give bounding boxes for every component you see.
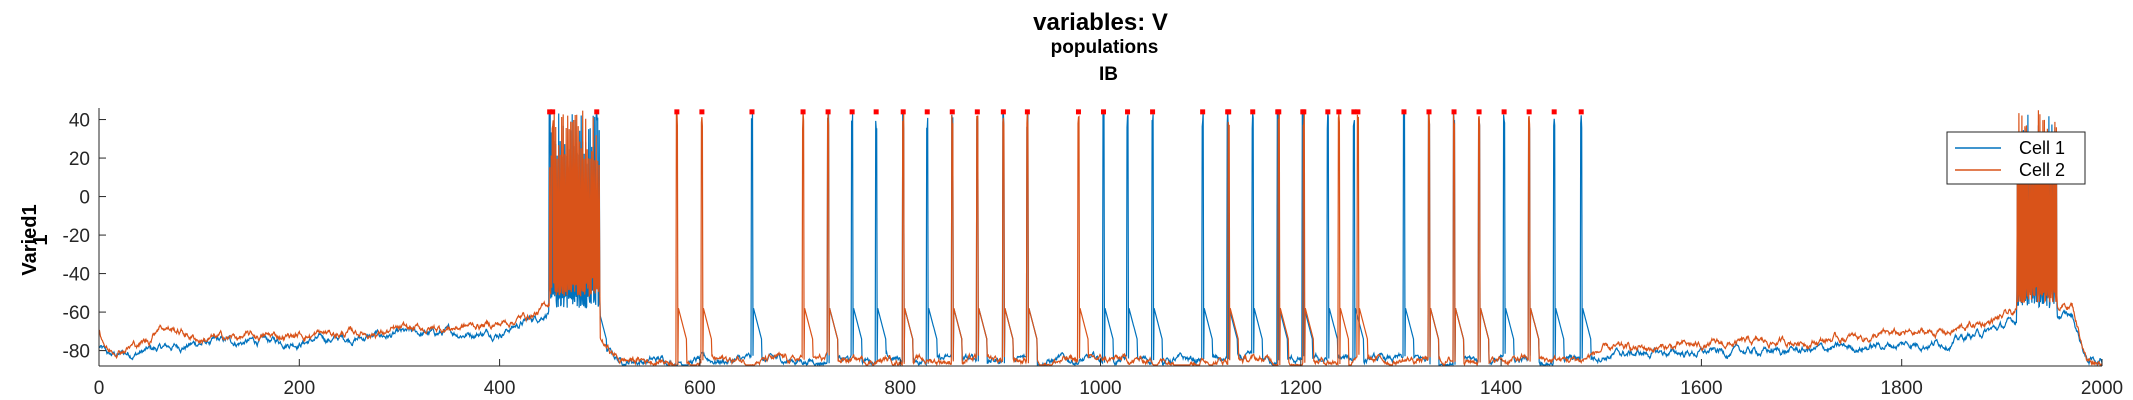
- y-tick-label: 20: [69, 149, 90, 170]
- spike-marker: [974, 109, 980, 115]
- y-tick-label: -80: [63, 342, 90, 363]
- spike-marker: [1200, 109, 1206, 115]
- spike-marker: [1024, 109, 1030, 115]
- spike-marker: [699, 109, 705, 115]
- spike-marker: [800, 109, 806, 115]
- spike-marker: [1401, 109, 1407, 115]
- spike-marker: [1150, 109, 1156, 115]
- spike-marker: [1226, 109, 1232, 115]
- x-tick-label: 2000: [2081, 378, 2123, 399]
- spike-marker: [1276, 109, 1282, 115]
- spike-marker: [1101, 109, 1107, 115]
- x-tick-label: 1200: [1280, 378, 1322, 399]
- spike-marker: [949, 109, 955, 115]
- legend-box: [1946, 131, 2086, 185]
- y-tick-label: -20: [63, 226, 90, 247]
- x-tick-label: 1600: [1680, 378, 1722, 399]
- y-tick-label: -40: [63, 265, 90, 286]
- spike-marker: [547, 109, 553, 115]
- spike-marker: [900, 109, 906, 115]
- y-tick-label: -60: [63, 303, 90, 324]
- x-tick-label: 0: [94, 378, 105, 399]
- spike-marker: [1325, 109, 1331, 115]
- spike-marker: [1301, 109, 1307, 115]
- x-tick-label: 800: [884, 378, 916, 399]
- spike-marker: [1355, 109, 1361, 115]
- y-tick-label: 40: [69, 111, 90, 132]
- legend-label-2: Cell 2: [2019, 160, 2065, 180]
- spike-marker: [1000, 109, 1006, 115]
- spike-marker: [849, 109, 855, 115]
- spike-marker: [1250, 109, 1256, 115]
- spike-marker: [1501, 109, 1507, 115]
- spike-marker: [1451, 109, 1457, 115]
- spike-marker: [1125, 109, 1131, 115]
- spike-marker: [1426, 109, 1432, 115]
- spike-marker: [550, 109, 556, 115]
- spike-marker-layer: [547, 109, 1584, 115]
- series-line-2: [99, 110, 2102, 366]
- chart-subtitle-ib: IB: [1099, 64, 1118, 85]
- x-tick-label: 1000: [1079, 378, 1121, 399]
- spike-marker: [1551, 109, 1557, 115]
- spike-marker: [825, 109, 831, 115]
- spike-marker: [1578, 109, 1584, 115]
- x-tick-label: 1800: [1881, 378, 1923, 399]
- spike-marker: [594, 109, 600, 115]
- y-tick-label: 0: [79, 188, 90, 209]
- y-axis-label: Varied1 1: [19, 204, 52, 275]
- spike-marker: [674, 109, 680, 115]
- axes: 0 200 400 600 800 1000 1200 1400 1600 1800 2000-80…: [63, 108, 2123, 399]
- spike-marker: [1351, 109, 1357, 115]
- title-group: variables: V populations IB: [1033, 9, 1168, 85]
- spike-marker: [873, 109, 879, 115]
- chart-subtitle-populations: populations: [1051, 37, 1159, 58]
- x-tick-label: 200: [283, 378, 315, 399]
- chart-title: variables: V: [1033, 9, 1168, 36]
- x-tick-label: 400: [484, 378, 516, 399]
- spike-marker: [1075, 109, 1081, 115]
- y-axis-label-line1: Varied1: [19, 204, 41, 275]
- spike-marker: [749, 109, 755, 115]
- x-tick-label: 600: [684, 378, 716, 399]
- y-axis-label-line2: 1: [30, 234, 52, 245]
- spike-marker: [924, 109, 930, 115]
- series-layer: [99, 110, 2102, 366]
- spike-marker: [1526, 109, 1532, 115]
- spike-marker: [1476, 109, 1482, 115]
- legend-label-1: Cell 1: [2019, 138, 2065, 158]
- spike-marker: [1336, 109, 1342, 115]
- x-tick-label: 1400: [1480, 378, 1522, 399]
